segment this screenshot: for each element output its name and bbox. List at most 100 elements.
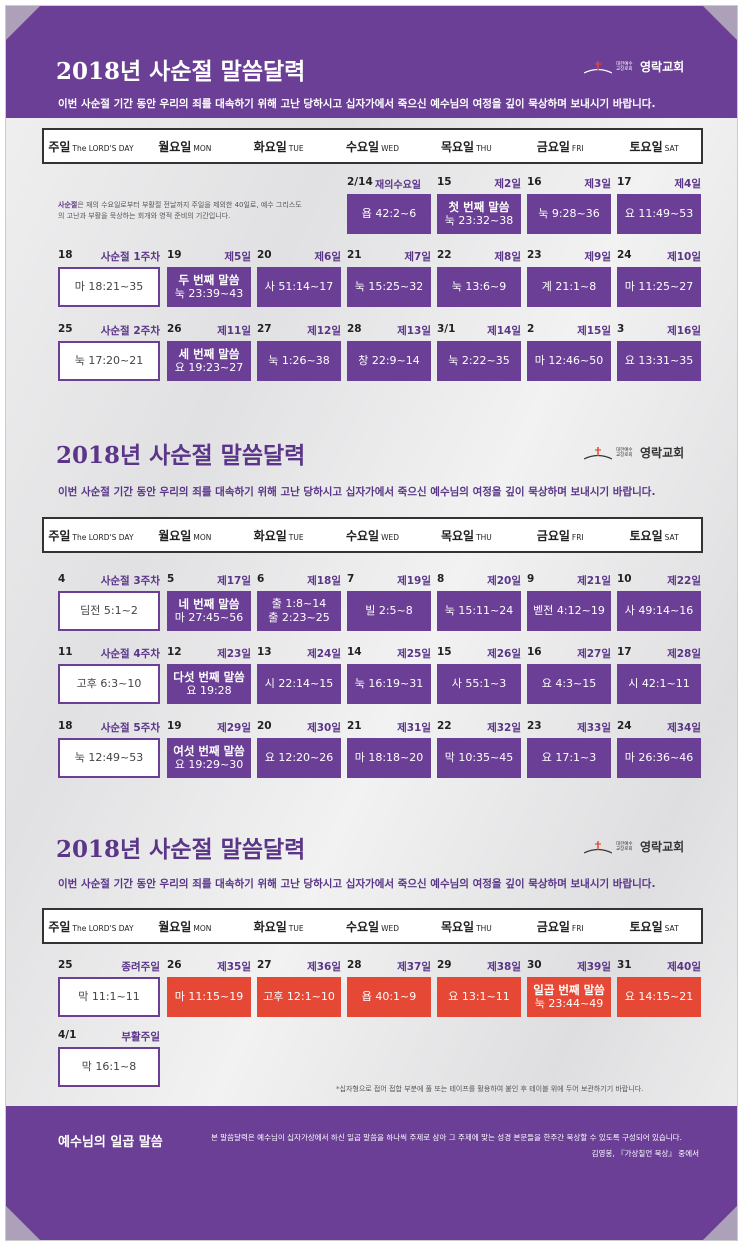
scripture-reference: 눅 15:25~32 xyxy=(354,280,424,293)
date-number: 2 xyxy=(527,323,535,335)
date-number: 27 xyxy=(257,959,272,971)
day-ordinal: 제19일 xyxy=(397,575,431,587)
date-number: 30 xyxy=(527,959,542,971)
weekday-english: FRI xyxy=(571,143,584,153)
day-header: 15 제2일 xyxy=(437,174,521,192)
scripture-box: 요 11:49~53 xyxy=(617,194,701,234)
date-number: 28 xyxy=(347,959,362,971)
day-ordinal: 제26일 xyxy=(487,648,521,660)
date-number: 4 xyxy=(58,573,66,585)
weekday-label: 토요일 SAT xyxy=(607,138,701,155)
weekday-label: 토요일 SAT xyxy=(607,527,701,544)
weekday-korean: 토요일 xyxy=(629,919,663,934)
bottom-band xyxy=(6,1106,737,1240)
date-number: 19 xyxy=(167,249,182,261)
day-header: 18 사순절 5주차 xyxy=(58,718,160,736)
date-number: 20 xyxy=(257,720,272,732)
day-header: 30 제39일 xyxy=(527,957,611,975)
scripture-box: 첫 번째 말씀 눅 23:32~38 xyxy=(437,194,521,234)
scripture-box: 사 49:14~16 xyxy=(617,591,701,631)
word-title: 네 번째 말씀 xyxy=(178,597,240,611)
weekday-korean: 화요일 xyxy=(253,919,287,934)
day-header: 5 제17일 xyxy=(167,571,251,589)
page-title: 2018년 사순절 말씀달력 xyxy=(56,836,306,863)
church-icon xyxy=(583,60,613,74)
day-ordinal: 종려주일 xyxy=(121,961,160,973)
scripture-reference: 욥 40:1~9 xyxy=(361,990,417,1003)
scripture-box: 눅 2:22~35 xyxy=(437,341,521,381)
scripture-reference: 고후 6:3~10 xyxy=(76,677,142,690)
date-number: 13 xyxy=(257,646,272,658)
weekday-label: 화요일 TUE xyxy=(232,918,326,935)
weekday-korean: 금요일 xyxy=(536,919,570,934)
date-number: 14 xyxy=(347,646,362,658)
scripture-reference: 사 55:1~3 xyxy=(451,677,507,690)
scripture-reference: 요 17:1~3 xyxy=(541,751,597,764)
day-ordinal: 사순절 2주차 xyxy=(100,325,160,337)
day-ordinal: 제5일 xyxy=(224,251,251,263)
weekday-english: THU xyxy=(476,143,492,153)
scripture-reference: 막 11:1~11 xyxy=(78,990,140,1003)
scripture-reference: 출 2:23~25 xyxy=(268,611,330,624)
date-number: 12 xyxy=(167,646,182,658)
weekday-english: WED xyxy=(381,143,400,153)
weekday-english: THU xyxy=(476,923,492,933)
scripture-box: 막 16:1~8 xyxy=(58,1047,160,1087)
scripture-box: 눅 15:25~32 xyxy=(347,267,431,307)
scripture-reference: 마 26:36~46 xyxy=(624,751,694,764)
scripture-reference: 눅 9:28~36 xyxy=(538,207,600,220)
day-header: 4 사순절 3주차 xyxy=(58,571,160,589)
note-text: 은 재의 수요일로부터 부활절 전날까지 주일을 제외한 40일로, 예수 그리… xyxy=(58,201,302,220)
weekday-korean: 목요일 xyxy=(440,919,475,934)
scripture-box: 마 11:15~19 xyxy=(167,977,251,1017)
page-subtitle: 이번 사순절 기간 동안 우리의 죄를 대속하기 위해 고난 당하시고 십자가에… xyxy=(58,486,656,498)
scripture-reference: 시 22:14~15 xyxy=(264,677,334,690)
scripture-reference: 사 49:14~16 xyxy=(624,604,694,617)
weekday-english: The LORD'S DAY xyxy=(72,532,134,542)
day-ordinal: 제30일 xyxy=(307,722,341,734)
date-number: 9 xyxy=(527,573,535,585)
scripture-box: 여섯 번째 말씀 요 19:29~30 xyxy=(167,738,251,778)
church-logo: 대한예수교장로회 영락교회 xyxy=(583,838,684,855)
date-number: 17 xyxy=(617,646,632,658)
date-number: 8 xyxy=(437,573,445,585)
weekday-english: FRI xyxy=(571,923,584,933)
date-number: 20 xyxy=(257,249,272,261)
date-number: 25 xyxy=(58,959,73,971)
scripture-reference: 막 16:1~8 xyxy=(81,1060,137,1073)
scripture-reference: 요 19:28 xyxy=(186,684,232,697)
day-ordinal: 제20일 xyxy=(487,575,521,587)
word-title: 여섯 번째 말씀 xyxy=(173,744,245,758)
weekday-label: 월요일 MON xyxy=(138,527,232,544)
day-ordinal: 제28일 xyxy=(667,648,701,660)
top-band xyxy=(6,6,737,118)
weekday-english: MON xyxy=(193,923,212,933)
day-header: 24 제10일 xyxy=(617,247,701,265)
scripture-reference: 눅 23:32~38 xyxy=(444,214,514,227)
weekday-korean: 주일 xyxy=(48,528,71,543)
logo-subtext: 대한예수교장로회 xyxy=(616,841,633,852)
scripture-reference: 요 11:49~53 xyxy=(624,207,694,220)
day-header: 20 제6일 xyxy=(257,247,341,265)
calendar-poster: 2018년 사순절 말씀달력 이번 사순절 기간 동안 우리의 죄를 대속하기 … xyxy=(5,5,738,1241)
scripture-box: 눅 16:19~31 xyxy=(347,664,431,704)
day-header: 23 제9일 xyxy=(527,247,611,265)
scripture-reference: 눅 23:44~49 xyxy=(534,997,604,1010)
weekday-english: The LORD'S DAY xyxy=(72,143,134,153)
day-ordinal: 사순절 3주차 xyxy=(100,575,160,587)
day-header: 22 제8일 xyxy=(437,247,521,265)
day-ordinal: 사순절 4주차 xyxy=(100,648,160,660)
day-header: 25 사순절 2주차 xyxy=(58,321,160,339)
scripture-reference: 사 51:14~17 xyxy=(264,280,334,293)
logo-name: 영락교회 xyxy=(640,446,685,460)
weekday-english: The LORD'S DAY xyxy=(72,923,134,933)
weekday-korean: 목요일 xyxy=(440,139,475,154)
weekday-english: FRI xyxy=(571,532,584,542)
date-number: 21 xyxy=(347,720,362,732)
day-header: 3/1 제14일 xyxy=(437,321,521,339)
day-ordinal: 제38일 xyxy=(487,961,521,973)
day-ordinal: 제10일 xyxy=(667,251,701,263)
day-header: 17 제4일 xyxy=(617,174,701,192)
weekday-label: 금요일 FRI xyxy=(513,138,607,155)
weekday-label: 월요일 MON xyxy=(138,138,232,155)
